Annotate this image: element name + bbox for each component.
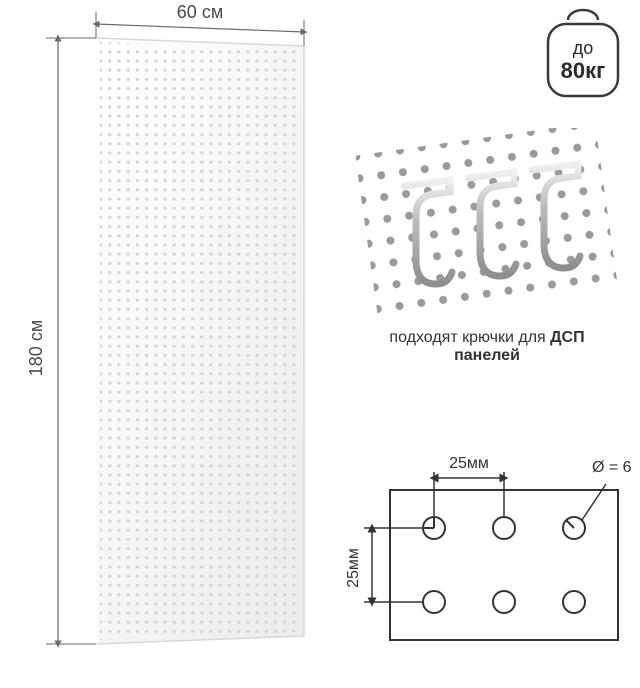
hooks-illustration xyxy=(356,128,618,320)
weight-badge: до 80кг xyxy=(538,6,628,106)
width-label: 60 см xyxy=(177,2,223,22)
hooks-caption: подходят крючки для ДСП панелей xyxy=(356,329,618,365)
pitch-v-label: 25мм xyxy=(345,548,362,588)
height-dimension: 180 см xyxy=(26,38,96,644)
height-label: 180 см xyxy=(26,320,46,376)
hooks-inset: подходят крючки для ДСП панелей xyxy=(356,128,618,365)
weight-line1: до xyxy=(573,38,594,58)
pitch-h-label: 25мм xyxy=(449,455,489,472)
weight-line2: 80кг xyxy=(561,58,606,83)
diameter-label: Ø = 6 мм xyxy=(592,459,634,476)
panel-body xyxy=(96,38,304,644)
spec-diagram: 25мм Ø = 6 мм 25мм xyxy=(334,420,634,660)
hooks-caption-prefix: подходят крючки для xyxy=(389,329,550,346)
